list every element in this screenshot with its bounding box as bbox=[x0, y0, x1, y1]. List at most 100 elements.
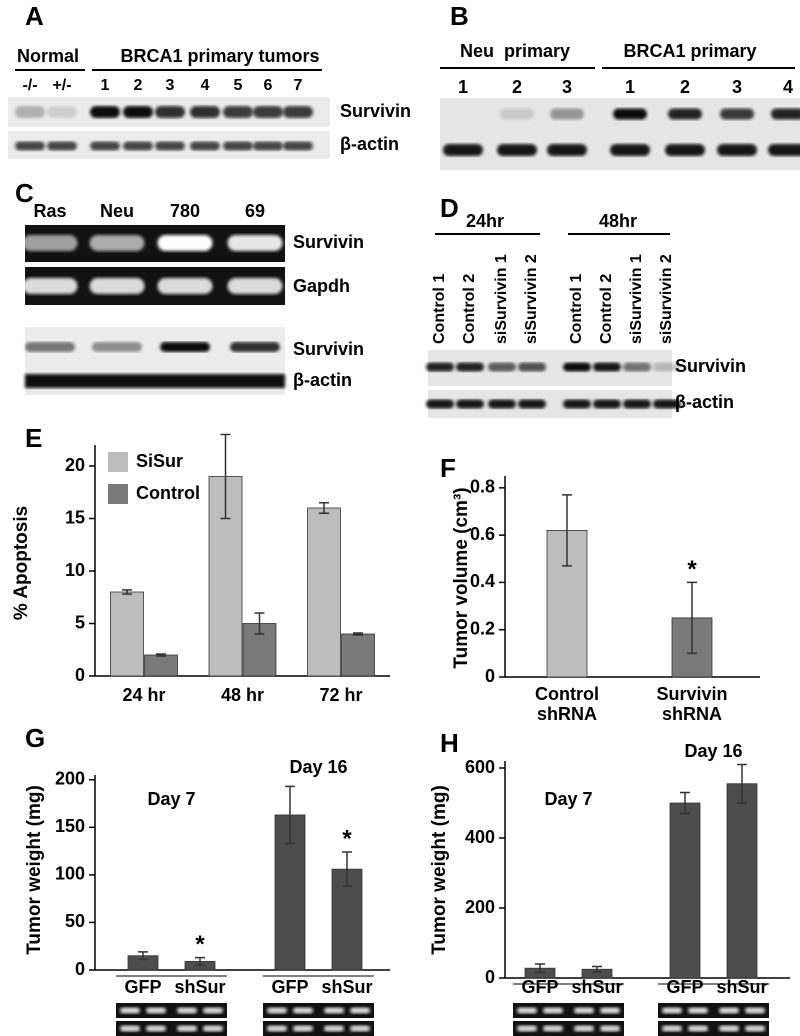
gel bbox=[513, 1003, 624, 1018]
band bbox=[92, 342, 142, 352]
error-bar bbox=[353, 632, 363, 636]
lane-label: -/- bbox=[22, 77, 37, 94]
y-tick-label: 15 bbox=[65, 507, 85, 527]
error-bar bbox=[342, 851, 352, 888]
band bbox=[123, 106, 153, 118]
panel-letter: F bbox=[440, 453, 456, 483]
band bbox=[600, 1025, 620, 1032]
band bbox=[283, 106, 313, 118]
legend-label: Control bbox=[136, 483, 200, 503]
gel bbox=[513, 1021, 624, 1036]
row-label: Survivin bbox=[340, 101, 411, 121]
y-tick-label: 0 bbox=[485, 666, 495, 686]
x-tick-label: shSur bbox=[174, 977, 225, 997]
band bbox=[89, 235, 145, 251]
lane-label: 2 bbox=[512, 77, 522, 97]
error-bar bbox=[535, 963, 545, 974]
group-label: BRCA1 primary tumors bbox=[120, 46, 319, 66]
band bbox=[253, 106, 283, 118]
band bbox=[518, 362, 546, 372]
group-label: BRCA1 primary bbox=[623, 41, 756, 61]
panel-letter: H bbox=[440, 728, 459, 758]
band bbox=[350, 1007, 370, 1014]
lane-label: 4 bbox=[783, 77, 793, 97]
gel bbox=[116, 1003, 227, 1018]
band bbox=[15, 106, 45, 118]
band bbox=[563, 362, 591, 372]
band bbox=[719, 1025, 739, 1032]
bar bbox=[341, 633, 375, 677]
band bbox=[90, 141, 120, 151]
band bbox=[203, 1007, 223, 1014]
band bbox=[157, 235, 213, 251]
band bbox=[662, 1007, 682, 1014]
gel bbox=[263, 1021, 374, 1036]
band bbox=[488, 399, 516, 409]
band bbox=[190, 106, 220, 118]
lane-label: 2 bbox=[134, 77, 143, 94]
band bbox=[653, 399, 681, 409]
row-label: Survivin bbox=[675, 356, 746, 376]
band bbox=[717, 144, 757, 156]
band bbox=[267, 1007, 287, 1014]
lane-label: siSurvivin 1 bbox=[628, 254, 645, 344]
significance-marker: * bbox=[342, 825, 352, 852]
x-tick-label: GFP bbox=[666, 977, 703, 997]
band bbox=[293, 1007, 313, 1014]
x-tick-label: 48 hr bbox=[221, 685, 264, 705]
band bbox=[623, 399, 651, 409]
x-tick-label: Survivin shRNA bbox=[656, 684, 728, 724]
band bbox=[146, 1007, 166, 1014]
band bbox=[155, 106, 185, 118]
error-bar bbox=[680, 791, 690, 815]
lane-label: Ras bbox=[33, 201, 66, 221]
error-bar bbox=[319, 502, 329, 514]
x-tick-label: Control shRNA bbox=[535, 684, 599, 724]
panel-letter: D bbox=[440, 193, 459, 223]
panel-letter: C bbox=[15, 178, 34, 208]
row-label: Gapdh bbox=[293, 276, 350, 296]
lane-label: siSurvivin 2 bbox=[658, 254, 675, 344]
band bbox=[517, 1007, 537, 1014]
error-bar bbox=[156, 653, 166, 657]
gel bbox=[116, 1021, 227, 1036]
y-tick-label: 400 bbox=[465, 827, 495, 847]
band bbox=[203, 1025, 223, 1032]
band bbox=[600, 1007, 620, 1014]
significance-marker: * bbox=[687, 556, 697, 583]
x-tick-label: GFP bbox=[521, 977, 558, 997]
lane-label: 3 bbox=[732, 77, 742, 97]
lane-label: 3 bbox=[562, 77, 572, 97]
band bbox=[771, 108, 800, 120]
error-bar bbox=[592, 965, 602, 973]
x-tick-label: GFP bbox=[124, 977, 161, 997]
band bbox=[177, 1025, 197, 1032]
band bbox=[177, 1007, 197, 1014]
band bbox=[488, 362, 516, 372]
x-tick-label: 24 hr bbox=[122, 685, 165, 705]
panel-letter: A bbox=[25, 1, 44, 31]
error-bar bbox=[737, 763, 747, 804]
lane-label: 3 bbox=[166, 77, 175, 94]
band bbox=[768, 144, 800, 156]
band bbox=[157, 278, 213, 294]
error-bar bbox=[138, 951, 148, 961]
lane-label: 1 bbox=[101, 77, 110, 94]
lane-label: Control 1 bbox=[568, 274, 585, 344]
band bbox=[227, 278, 283, 294]
y-tick-label: 0.2 bbox=[470, 618, 495, 638]
band bbox=[456, 362, 484, 372]
error-bar bbox=[562, 494, 572, 567]
lane-label: 1 bbox=[625, 77, 635, 97]
band bbox=[253, 141, 283, 151]
bar bbox=[242, 623, 277, 677]
band bbox=[563, 399, 591, 409]
panel-letter: B bbox=[450, 1, 469, 31]
error-bar bbox=[687, 581, 697, 655]
group-label: Day 7 bbox=[147, 789, 195, 809]
band bbox=[719, 1007, 739, 1014]
y-axis-title: Tumor weight (mg) bbox=[429, 785, 450, 955]
legend-swatch bbox=[108, 452, 128, 472]
band bbox=[518, 399, 546, 409]
